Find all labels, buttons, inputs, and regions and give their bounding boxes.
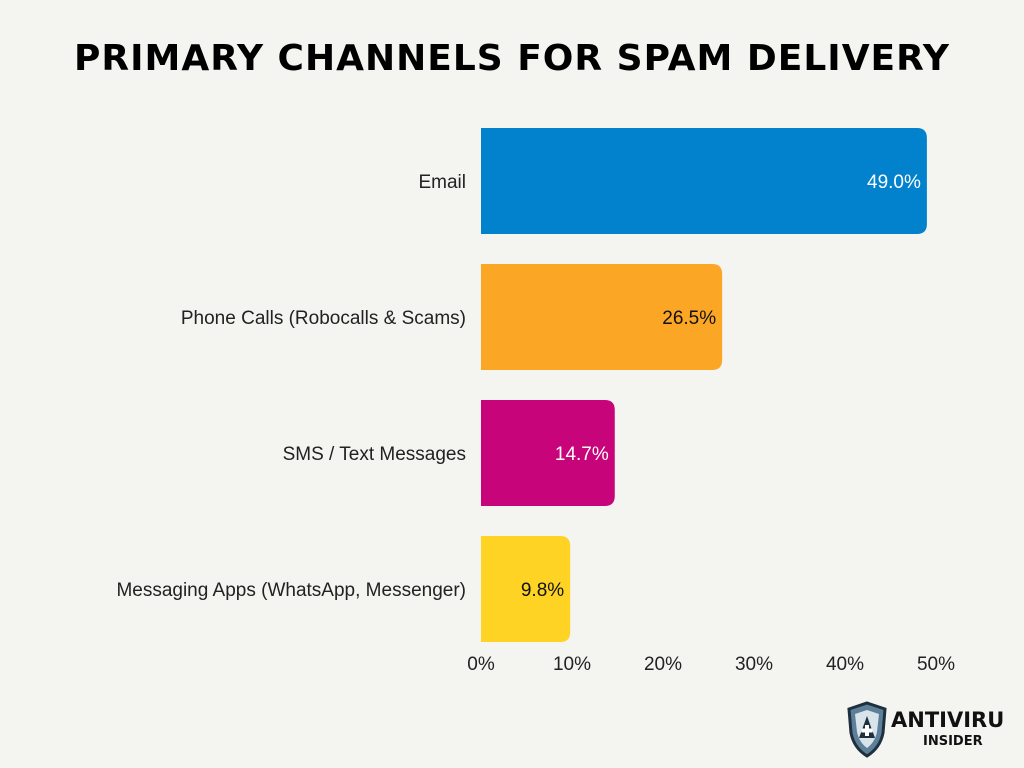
x-tick-label: 30% bbox=[735, 654, 773, 675]
x-tick-label: 0% bbox=[467, 654, 495, 675]
logo-tagline: INSIDER bbox=[923, 734, 983, 749]
bar-chart: 49.0% Email 26.5% Phone Calls (Robocalls & … bbox=[116, 128, 955, 675]
x-tick-label: 20% bbox=[644, 654, 682, 675]
logo-graphic: ANTIVIRUS INSIDER bbox=[847, 701, 1019, 758]
bar-value-label: 9.8% bbox=[521, 580, 564, 601]
bar-value-label: 26.5% bbox=[662, 308, 716, 329]
x-tick-label: 40% bbox=[826, 654, 864, 675]
category-label: Email bbox=[418, 172, 466, 193]
bar-value-label: 14.7% bbox=[555, 444, 609, 465]
bar-4 bbox=[481, 536, 571, 642]
bar-3 bbox=[481, 400, 615, 506]
logo: ANTIVIRUS INSIDER bbox=[845, 700, 1019, 767]
logo-name: ANTIVIRUS bbox=[891, 708, 1005, 732]
bar-value-label: 49.0% bbox=[867, 172, 921, 193]
category-label: Phone Calls (Robocalls & Scams) bbox=[181, 308, 466, 329]
chart-title: PRIMARY CHANNELS FOR SPAM DELIVERY bbox=[74, 38, 950, 79]
x-tick-label: 50% bbox=[917, 654, 955, 675]
x-tick-label: 10% bbox=[553, 654, 591, 675]
category-label: Messaging Apps (WhatsApp, Messenger) bbox=[116, 580, 466, 601]
bar-1 bbox=[481, 128, 927, 234]
bar-2 bbox=[481, 264, 723, 370]
shield-plus-icon bbox=[847, 701, 887, 758]
category-label: SMS / Text Messages bbox=[283, 444, 466, 465]
